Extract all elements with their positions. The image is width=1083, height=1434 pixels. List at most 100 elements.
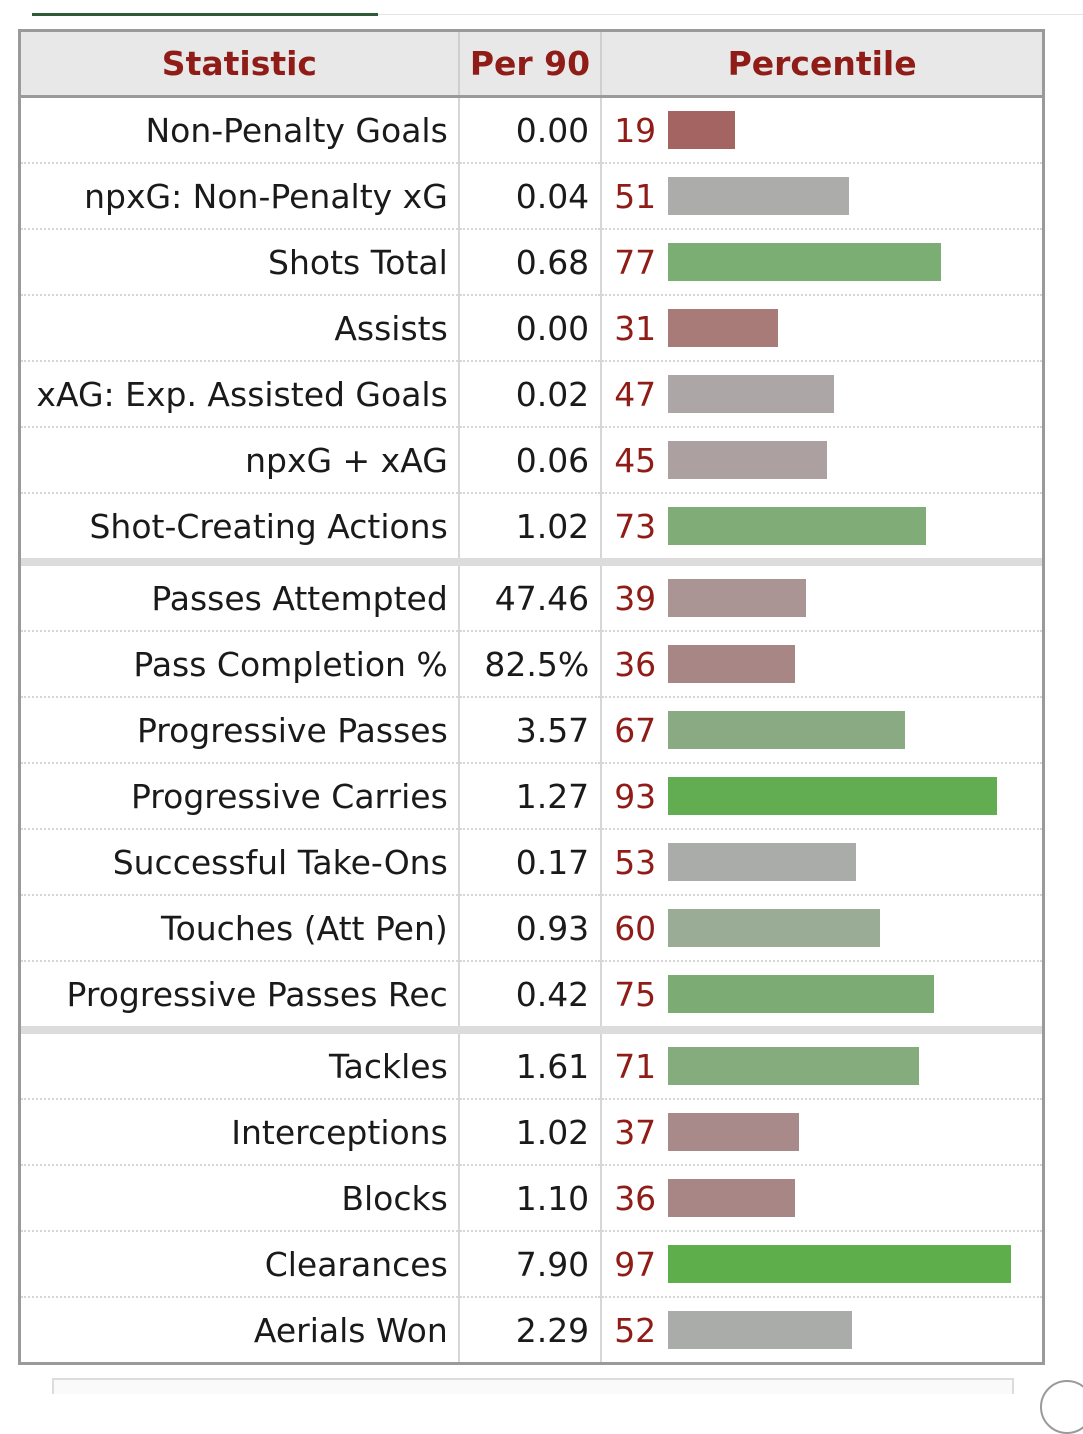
stat-name: Passes Attempted (19, 566, 460, 632)
percentile-value: 39 (614, 578, 657, 618)
per90-value: 0.42 (458, 961, 603, 1026)
percentile-cell: 77 (601, 229, 1044, 296)
table-row: Blocks 1.10 36 (19, 1165, 1044, 1232)
percentile-value: 47 (614, 374, 657, 414)
percentile-bar (668, 1113, 800, 1151)
percentile-cell: 39 (601, 566, 1044, 632)
stat-name: Non-Penalty Goals (19, 96, 460, 164)
table-row: Pass Completion % 82.5% 36 (19, 631, 1044, 698)
percentile-cell: 19 (601, 96, 1044, 164)
table-row: Touches (Att Pen) 0.93 60 (19, 895, 1044, 962)
percentile-bar (668, 579, 807, 617)
percentile-value: 71 (614, 1046, 657, 1086)
percentile-value: 51 (614, 176, 657, 216)
group-separator (19, 1026, 1044, 1034)
percentile-bar (668, 975, 935, 1013)
percentile-cell: 73 (601, 493, 1043, 558)
percentile-value: 93 (614, 776, 657, 816)
per90-value: 0.93 (458, 895, 603, 962)
section-top-rule (32, 13, 378, 16)
percentile-value: 52 (614, 1310, 657, 1350)
table-body: Non-Penalty Goals 0.00 19 npxG: Non-Penalty… (19, 96, 1044, 1364)
percentile-bar (668, 645, 796, 683)
stat-name: Touches (Att Pen) (19, 895, 460, 962)
percentile-cell: 53 (601, 829, 1044, 896)
per90-value: 2.29 (458, 1297, 603, 1364)
table-row: Interceptions 1.02 37 (19, 1099, 1044, 1166)
percentile-bar (668, 507, 927, 545)
percentile-cell: 97 (601, 1231, 1044, 1298)
percentile-cell: 93 (601, 763, 1044, 830)
stat-name: Blocks (19, 1165, 460, 1232)
per90-value: 1.27 (458, 763, 603, 830)
table-row: xAG: Exp. Assisted Goals 0.02 47 (19, 361, 1044, 428)
header-per90[interactable]: Per 90 (458, 30, 603, 98)
stat-name: npxG + xAG (19, 427, 460, 494)
percentile-value: 36 (614, 1178, 657, 1218)
per90-value: 1.10 (458, 1165, 603, 1232)
percentile-cell: 75 (601, 961, 1043, 1026)
per90-value: 0.02 (458, 361, 603, 428)
table-row: Progressive Passes 3.57 67 (19, 697, 1044, 764)
per90-value: 47.46 (458, 566, 603, 632)
table-row: Assists 0.00 31 (19, 295, 1044, 362)
percentile-value: 77 (614, 242, 657, 282)
percentile-value: 75 (614, 974, 657, 1014)
per90-value: 82.5% (458, 631, 603, 698)
table-row: Shot-Creating Actions 1.02 73 (19, 493, 1044, 558)
percentile-cell: 31 (601, 295, 1044, 362)
percentile-bar (668, 843, 857, 881)
percentile-bar (668, 309, 779, 347)
stat-name: Progressive Passes Rec (19, 961, 460, 1026)
header-percentile[interactable]: Percentile (601, 30, 1044, 98)
percentile-cell: 36 (601, 1165, 1044, 1232)
stat-name: Progressive Carries (19, 763, 460, 830)
percentile-cell: 60 (601, 895, 1044, 962)
table-row: Clearances 7.90 97 (19, 1231, 1044, 1298)
percentile-value: 60 (614, 908, 657, 948)
percentile-bar (668, 441, 828, 479)
table-row: npxG + xAG 0.06 45 (19, 427, 1044, 494)
per90-value: 3.57 (458, 697, 603, 764)
percentile-cell: 71 (601, 1034, 1044, 1100)
per90-value: 1.61 (458, 1034, 603, 1100)
group-separator (19, 558, 1044, 566)
stat-name: Successful Take-Ons (19, 829, 460, 896)
stat-name: Interceptions (19, 1099, 460, 1166)
percentile-cell: 52 (601, 1297, 1043, 1364)
percentile-bar (668, 909, 881, 947)
percentile-cell: 45 (601, 427, 1044, 494)
percentile-value: 67 (614, 710, 657, 750)
stat-name: Tackles (19, 1034, 460, 1100)
percentile-bar (668, 1245, 1012, 1283)
table-row: Tackles 1.61 71 (19, 1034, 1044, 1100)
header-statistic[interactable]: Statistic (19, 30, 460, 98)
stat-name: Shots Total (19, 229, 460, 296)
table-row: Progressive Passes Rec 0.42 75 (19, 961, 1044, 1026)
percentile-cell: 51 (601, 163, 1044, 230)
table-row: Successful Take-Ons 0.17 53 (19, 829, 1044, 896)
percentile-value: 73 (614, 506, 657, 546)
percentile-bar (668, 177, 850, 215)
percentile-cell: 36 (601, 631, 1044, 698)
table-row: Progressive Carries 1.27 93 (19, 763, 1044, 830)
stat-name: Assists (19, 295, 460, 362)
percentile-bar (668, 1047, 920, 1085)
table-row: npxG: Non-Penalty xG 0.04 51 (19, 163, 1044, 230)
table-row: Shots Total 0.68 77 (19, 229, 1044, 296)
stat-name: Progressive Passes (19, 697, 460, 764)
table-row: Aerials Won 2.29 52 (19, 1297, 1044, 1364)
section-top-rule-light (378, 14, 1083, 15)
table-header-row: Statistic Per 90 Percentile (19, 30, 1044, 98)
percentile-value: 37 (614, 1112, 657, 1152)
stat-name: Aerials Won (19, 1297, 460, 1364)
per90-value: 7.90 (458, 1231, 603, 1298)
percentile-value: 97 (614, 1244, 657, 1284)
table-row: Passes Attempted 47.46 39 (19, 566, 1044, 632)
percentile-bar (668, 243, 942, 281)
percentile-bar (668, 375, 835, 413)
percentile-cell: 67 (601, 697, 1044, 764)
percentile-bar (668, 1311, 853, 1349)
percentile-bar (668, 711, 906, 749)
percentile-cell: 37 (601, 1099, 1044, 1166)
